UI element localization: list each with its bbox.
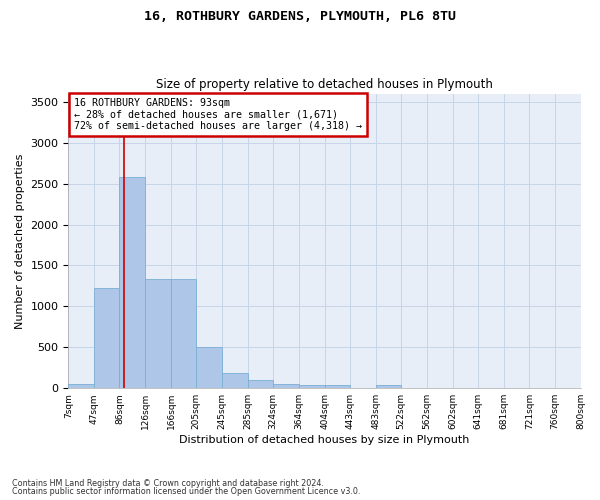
Text: 16 ROTHBURY GARDENS: 93sqm
← 28% of detached houses are smaller (1,671)
72% of s: 16 ROTHBURY GARDENS: 93sqm ← 28% of deta… — [74, 98, 362, 131]
Text: Contains public sector information licensed under the Open Government Licence v3: Contains public sector information licen… — [12, 487, 361, 496]
Bar — [196, 348, 222, 388]
Bar — [222, 372, 248, 388]
Text: 16, ROTHBURY GARDENS, PLYMOUTH, PL6 8TU: 16, ROTHBURY GARDENS, PLYMOUTH, PL6 8TU — [144, 10, 456, 23]
Bar — [68, 384, 94, 388]
Bar — [325, 385, 350, 388]
Bar — [145, 278, 171, 388]
Bar — [273, 384, 299, 388]
Bar — [248, 380, 273, 388]
Text: Contains HM Land Registry data © Crown copyright and database right 2024.: Contains HM Land Registry data © Crown c… — [12, 478, 324, 488]
Bar — [119, 177, 145, 388]
Bar — [299, 385, 325, 388]
Title: Size of property relative to detached houses in Plymouth: Size of property relative to detached ho… — [156, 78, 493, 91]
Y-axis label: Number of detached properties: Number of detached properties — [15, 153, 25, 328]
X-axis label: Distribution of detached houses by size in Plymouth: Distribution of detached houses by size … — [179, 435, 470, 445]
Bar — [171, 278, 196, 388]
Bar — [94, 288, 119, 388]
Bar — [376, 385, 401, 388]
